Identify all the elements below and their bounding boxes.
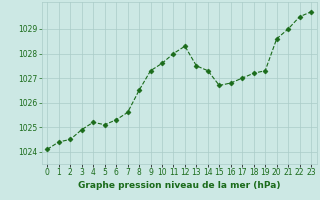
X-axis label: Graphe pression niveau de la mer (hPa): Graphe pression niveau de la mer (hPa) (78, 181, 280, 190)
